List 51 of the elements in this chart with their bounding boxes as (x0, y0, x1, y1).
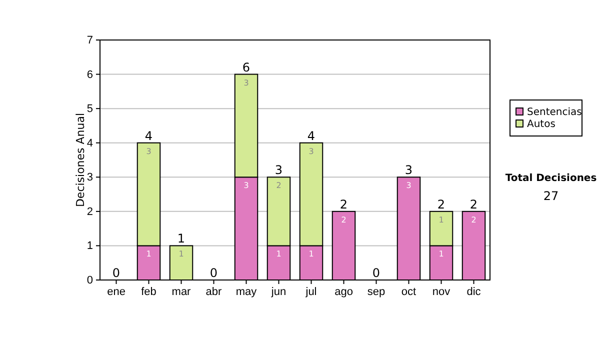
data-label: 1 (146, 250, 152, 259)
data-label: 1 (178, 250, 184, 259)
data-label: 3 (308, 146, 314, 156)
y-axis-title: Decisiones Anual (74, 112, 87, 208)
y-tick-label: 1 (86, 240, 93, 252)
x-tick-label: may (236, 286, 258, 298)
total-label: 0 (112, 266, 120, 280)
x-tick-label: feb (141, 286, 156, 298)
y-tick-label: 3 (86, 172, 93, 184)
total-label: 2 (340, 197, 348, 212)
text: Total Decisiones (505, 173, 597, 184)
y-tick-label: 5 (86, 103, 93, 116)
total-label: 3 (404, 163, 413, 178)
data-label: 3 (406, 181, 412, 190)
x-tick-label: jun (270, 286, 286, 298)
x-tick-label: ene (107, 286, 126, 298)
x-tick-label: sep (367, 286, 386, 298)
text: 27 (543, 189, 559, 203)
data-label: 1 (438, 215, 444, 224)
total-label: 6 (242, 60, 250, 74)
y-tick-label: 0 (86, 274, 93, 287)
total-label: 0 (210, 266, 218, 280)
x-tick-label: ago (334, 286, 353, 298)
y-tick-label: 6 (86, 68, 93, 81)
x-tick-label: jul (304, 286, 317, 298)
data-label: 3 (244, 78, 249, 88)
total-label: 3 (274, 163, 283, 178)
x-tick-label: oct (401, 286, 416, 298)
data-label: 2 (341, 215, 346, 224)
data-label: 1 (438, 250, 444, 259)
x-tick-label: dic (466, 286, 482, 298)
total-label: 2 (437, 197, 446, 212)
data-label: 2 (276, 181, 282, 190)
data-label: 3 (146, 146, 152, 156)
data-label: 1 (308, 250, 314, 259)
total-label: 1 (177, 232, 186, 246)
y-tick-label: 2 (86, 206, 93, 218)
data-label: 2 (471, 215, 476, 224)
total-label: 4 (144, 128, 153, 143)
total-label: 2 (470, 197, 478, 212)
total-label: 4 (307, 128, 316, 143)
total-label: 0 (372, 266, 380, 280)
data-label: 3 (244, 181, 249, 190)
y-tick-label: 4 (86, 137, 93, 150)
x-tick-label: abr (206, 286, 222, 298)
data-label: 1 (276, 250, 282, 259)
legend-label: Autos (527, 119, 556, 130)
x-tick-label: mar (172, 286, 192, 298)
x-tick-label: nov (432, 286, 451, 298)
y-tick-label: 7 (86, 34, 93, 47)
legend-label: Sentencias (527, 107, 582, 118)
